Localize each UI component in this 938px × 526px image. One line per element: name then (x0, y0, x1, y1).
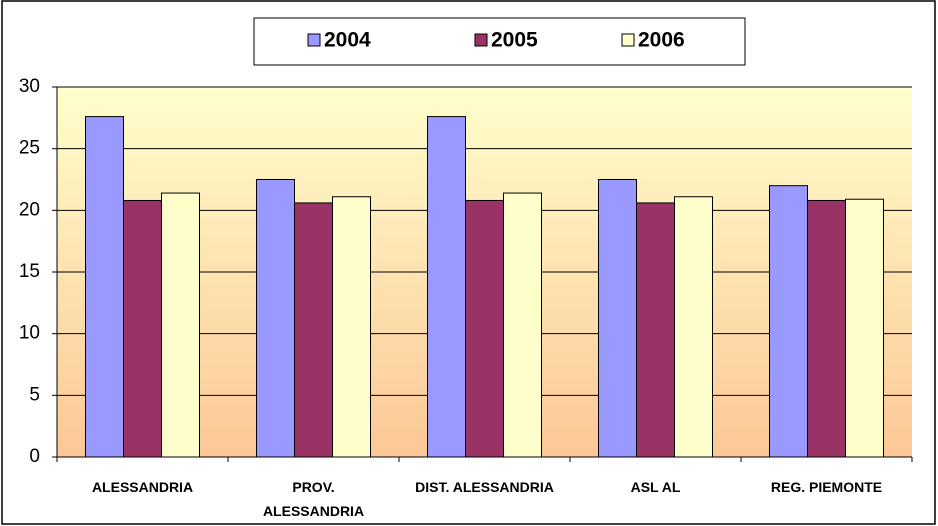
bar (674, 196, 713, 458)
bar (845, 198, 884, 458)
bar (123, 199, 162, 458)
legend-swatch (307, 33, 321, 47)
y-tick-label: 0 (29, 446, 40, 467)
bar (598, 179, 637, 458)
bar (465, 199, 504, 458)
legend-swatch (474, 33, 488, 47)
bar (294, 202, 333, 458)
y-tick-label: 20 (19, 199, 40, 220)
y-tick-label: 10 (19, 323, 40, 344)
x-tick-label: DIST. ALESSANDRIA (415, 479, 554, 495)
bar (85, 116, 124, 458)
bar (503, 192, 542, 458)
y-tick-label: 5 (29, 384, 40, 405)
legend-label: 2005 (491, 29, 538, 52)
bar (332, 196, 371, 458)
bar (807, 199, 846, 458)
y-tick-label: 30 (19, 76, 40, 97)
bar (769, 185, 808, 458)
bar (161, 192, 200, 458)
x-tick-label: REG. PIEMONTE (770, 479, 883, 495)
legend-swatch (621, 33, 635, 47)
bar (636, 202, 675, 458)
legend-box (253, 17, 746, 66)
x-tick-label: ALESSANDRIA (91, 479, 194, 495)
y-tick-label: 25 (19, 138, 40, 159)
bar (256, 179, 295, 458)
x-tick-label: ASL AL (630, 479, 681, 495)
bar (427, 116, 466, 458)
legend-label: 2006 (638, 29, 685, 52)
y-tick-label: 15 (19, 261, 40, 282)
x-tick-label: PROV. ALESSANDRIA (262, 479, 365, 519)
legend-label: 2004 (324, 29, 371, 52)
